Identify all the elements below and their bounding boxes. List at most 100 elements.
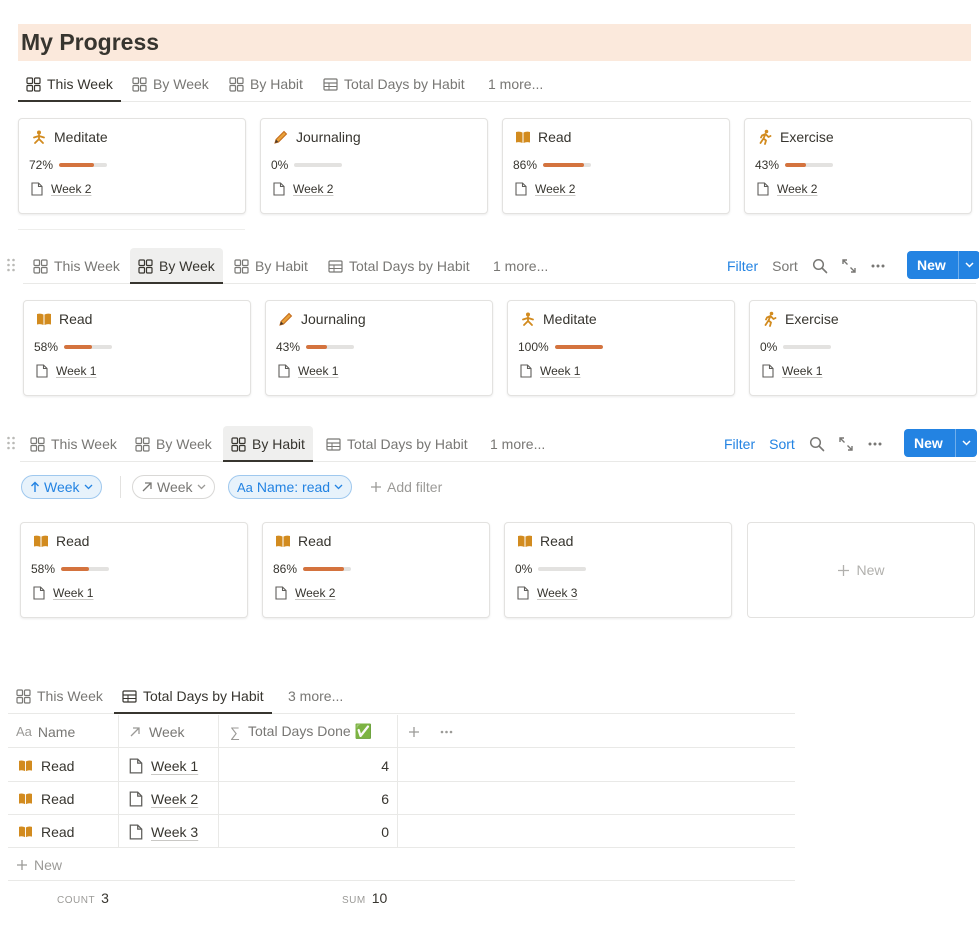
week-link[interactable]: Week 1 — [56, 364, 97, 378]
week-link[interactable]: Week 1 — [151, 757, 199, 774]
total-cell[interactable]: 0 — [218, 815, 389, 848]
count-value: 3 — [101, 890, 109, 906]
chevron-down-icon[interactable] — [954, 429, 977, 457]
card-week: Week 1 — [520, 364, 580, 378]
tab-total-days-by-habit[interactable]: Total Days by Habit — [328, 248, 470, 284]
week-link[interactable]: Week 2 — [293, 182, 334, 196]
tab-total-days-by-habit[interactable]: Total Days by Habit — [326, 426, 468, 462]
week-link[interactable]: Week 2 — [535, 182, 576, 196]
tab-by-week[interactable]: By Week — [130, 248, 223, 284]
week-cell[interactable]: Week 2 — [129, 782, 198, 815]
tab-by-habit[interactable]: By Habit — [234, 248, 308, 284]
card-read[interactable]: Read 58% Week 1 — [20, 522, 248, 618]
card-meditate[interactable]: Meditate 100% Week 1 — [507, 300, 735, 396]
tab-by-habit[interactable]: By Habit — [223, 426, 313, 462]
week-link[interactable]: Week 2 — [777, 182, 818, 196]
sum-summary[interactable]: SUM 10 — [342, 890, 387, 906]
total-cell[interactable]: 6 — [218, 782, 389, 815]
more-icon[interactable] — [871, 264, 885, 268]
card-week: Week 2 — [273, 182, 333, 196]
book-icon — [19, 826, 32, 838]
chevron-down-icon[interactable] — [957, 251, 979, 279]
total-cell[interactable]: 4 — [218, 749, 389, 782]
view3-toolbar: Filter Sort — [724, 430, 882, 458]
card-journaling[interactable]: Journaling 43% Week 1 — [265, 300, 493, 396]
tab-this-week[interactable]: This Week — [18, 66, 121, 102]
progress-bar — [783, 345, 832, 349]
card-read[interactable]: Read 86% Week 2 — [262, 522, 490, 618]
week-link[interactable]: Week 1 — [53, 586, 94, 600]
new-row-button[interactable]: New — [8, 848, 795, 881]
name-cell[interactable]: Read — [18, 815, 74, 848]
name-cell[interactable]: Read — [18, 782, 74, 815]
drag-handle-icon[interactable] — [6, 435, 16, 451]
sort-button[interactable]: Sort — [769, 436, 795, 452]
week-link[interactable]: Week 2 — [51, 182, 92, 196]
expand-icon[interactable] — [839, 437, 853, 451]
tab-more[interactable]: 3 more... — [288, 678, 343, 714]
tab-label: By Week — [159, 258, 215, 274]
tab-more[interactable]: 1 more... — [493, 248, 548, 284]
card-journaling[interactable]: Journaling 0% Week 2 — [260, 118, 488, 214]
column-options-button[interactable] — [440, 715, 453, 748]
column-header-week[interactable]: Week — [129, 715, 185, 748]
expand-icon[interactable] — [842, 259, 856, 273]
tab-by-week[interactable]: By Week — [135, 426, 212, 462]
column-header-name[interactable]: Aa Name — [16, 715, 75, 748]
week-link[interactable]: Week 1 — [298, 364, 339, 378]
sort-pill[interactable]: Week — [21, 475, 102, 499]
tab-this-week[interactable]: This Week — [33, 248, 120, 284]
card-exercise[interactable]: Exercise 43% Week 2 — [744, 118, 972, 214]
tab-total-days-by-habit[interactable]: Total Days by Habit — [323, 66, 465, 102]
filter-button[interactable]: Filter — [727, 258, 759, 274]
table-row[interactable]: Read Week 1 4 — [8, 749, 795, 782]
week-link[interactable]: Week 3 — [537, 586, 578, 600]
page-title[interactable]: My Progress — [21, 29, 160, 55]
week-filter-pill[interactable]: Week — [132, 475, 215, 499]
more-icon[interactable] — [868, 442, 882, 446]
column-header-total[interactable]: ∑ Total Days Done ✅ — [230, 715, 372, 748]
drag-handle-icon[interactable] — [6, 257, 16, 273]
tab-label: 3 more... — [288, 688, 344, 704]
name-filter-pill[interactable]: Aa Name: read — [228, 475, 353, 499]
week-link[interactable]: Week 1 — [782, 364, 823, 378]
card-exercise[interactable]: Exercise 0% Week 1 — [749, 300, 977, 396]
add-filter-button[interactable]: Add filter — [370, 479, 442, 495]
tab-this-week[interactable]: This Week — [30, 426, 117, 462]
search-icon[interactable] — [809, 436, 825, 452]
card-meditate[interactable]: Meditate 72% Week 2 — [18, 118, 246, 214]
week-link[interactable]: Week 1 — [540, 364, 581, 378]
tab-by-habit[interactable]: By Habit — [229, 66, 303, 102]
new-button-label: New — [917, 257, 946, 273]
new-button[interactable]: New — [907, 251, 979, 279]
card-read[interactable]: Read 58% Week 1 — [23, 300, 251, 396]
sort-button[interactable]: Sort — [772, 258, 798, 274]
tab-this-week[interactable]: This Week — [16, 678, 103, 714]
new-card-button[interactable]: New — [747, 522, 975, 618]
name-cell[interactable]: Read — [18, 749, 74, 782]
card-week: Week 1 — [36, 364, 96, 378]
add-column-button[interactable] — [408, 715, 420, 748]
card-title: Exercise — [757, 129, 834, 145]
progress-percent: 43% — [276, 340, 301, 354]
week-cell[interactable]: Week 3 — [129, 815, 198, 848]
week-cell[interactable]: Week 1 — [129, 749, 198, 782]
new-button[interactable]: New — [904, 429, 977, 457]
week-link[interactable]: Week 2 — [295, 586, 336, 600]
view1-tabs: This Week By Week By Habit Total Days by… — [18, 66, 971, 102]
week-link[interactable]: Week 3 — [151, 823, 199, 840]
tab-more[interactable]: 1 more... — [490, 426, 545, 462]
progress-fill — [554, 345, 603, 349]
card-read[interactable]: Read 86% Week 2 — [502, 118, 730, 214]
table-icon — [326, 437, 341, 451]
card-read[interactable]: Read 0% Week 3 — [504, 522, 732, 618]
table-row[interactable]: Read Week 2 6 — [8, 782, 795, 815]
search-icon[interactable] — [812, 258, 828, 274]
tab-total-days-by-habit[interactable]: Total Days by Habit — [114, 678, 272, 714]
table-row[interactable]: Read Week 3 0 — [8, 815, 795, 848]
filter-button[interactable]: Filter — [724, 436, 756, 452]
count-summary[interactable]: COUNT 3 — [57, 890, 109, 906]
tab-by-week[interactable]: By Week — [132, 66, 209, 102]
week-link[interactable]: Week 2 — [151, 790, 199, 807]
tab-more[interactable]: 1 more... — [488, 66, 543, 102]
